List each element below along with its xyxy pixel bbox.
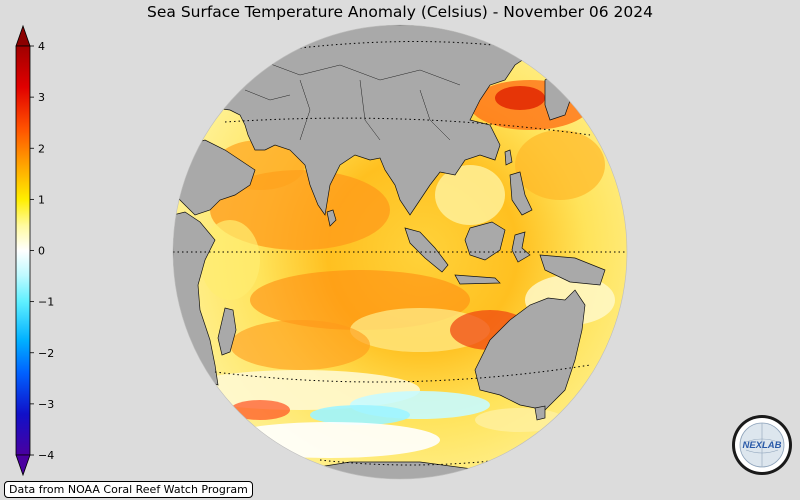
colorbar-tick-label: 1 bbox=[38, 193, 45, 206]
map-title: Sea Surface Temperature Anomaly (Celsius… bbox=[147, 3, 653, 21]
eurasia-land bbox=[173, 25, 627, 216]
logo-text: NEXLAB bbox=[742, 440, 781, 451]
australia-land bbox=[474, 289, 586, 411]
sri-lanka-land bbox=[326, 209, 337, 227]
latitude-gridlines bbox=[173, 41, 627, 466]
java-land bbox=[454, 274, 501, 285]
sumatra-land bbox=[404, 227, 449, 273]
madagascar-land bbox=[217, 307, 237, 356]
nexlab-logo-icon[interactable]: NEXLAB bbox=[731, 414, 793, 476]
sulawesi-land bbox=[511, 231, 531, 263]
new-zealand-land bbox=[597, 407, 613, 433]
colorbar-tick-label: 2 bbox=[38, 142, 45, 155]
land-masses bbox=[173, 25, 627, 479]
colorbar: 4 3 2 1 0 −1 −2 −3 −4 bbox=[15, 24, 54, 477]
new-guinea-land bbox=[539, 254, 606, 286]
colorbar-tick-label: −2 bbox=[38, 347, 54, 360]
arabia-land bbox=[173, 139, 256, 216]
globe-outline bbox=[172, 24, 628, 480]
colorbar-bottom-arrow bbox=[15, 454, 31, 477]
colorbar-ticks: 4 3 2 1 0 −1 −2 −3 −4 bbox=[30, 40, 54, 462]
taiwan-land bbox=[504, 149, 513, 166]
tasmania-land bbox=[534, 405, 546, 421]
colorbar-tick-label: 4 bbox=[38, 40, 45, 53]
philippines-land bbox=[509, 171, 533, 216]
colorbar-tick-label: 3 bbox=[38, 91, 45, 104]
colorbar-tick-label: −4 bbox=[38, 449, 54, 462]
colorbar-tick-label: −3 bbox=[38, 398, 54, 411]
colorbar-tick-label: −1 bbox=[38, 296, 54, 309]
country-borders bbox=[244, 59, 461, 141]
colorbar-tick-label: 0 bbox=[38, 245, 45, 258]
borneo-land bbox=[464, 221, 506, 261]
data-credit: Data from NOAA Coral Reef Watch Program bbox=[4, 481, 253, 498]
